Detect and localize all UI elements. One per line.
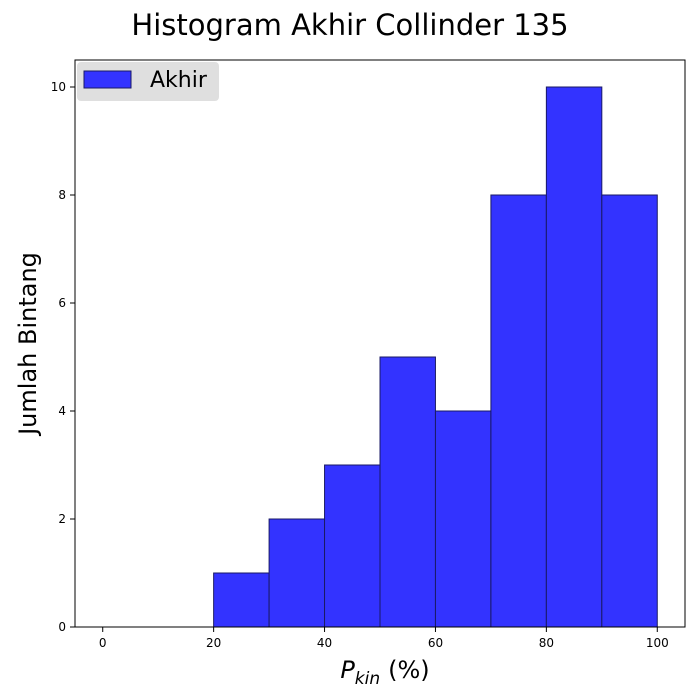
x-axis-label: Pkin (%) <box>340 656 429 689</box>
legend: Akhir <box>77 62 219 101</box>
y-tick-label: 4 <box>58 404 66 418</box>
x-axis-label-main: P <box>340 656 355 684</box>
histogram-bar-80-90 <box>545 86 603 628</box>
x-tick-label: 0 <box>99 636 107 650</box>
y-tick-label: 6 <box>58 296 66 310</box>
x-tick-label: 80 <box>539 636 554 650</box>
legend-label-akhir: Akhir <box>150 68 208 93</box>
chart-title: Histogram Akhir Collinder 135 <box>131 8 569 42</box>
histogram-bar-30-40 <box>268 518 326 628</box>
histogram-bar-40-50 <box>324 464 381 628</box>
x-axis-label-subscript: kin <box>355 669 380 689</box>
histogram-bar-20-30 <box>213 572 270 628</box>
x-axis: 0 20 40 60 80 100 <box>99 627 669 650</box>
y-axis-label: Jumlah Bintang <box>14 252 42 437</box>
plot-area-frame <box>74 59 686 628</box>
bars-group <box>213 86 658 628</box>
y-tick-label: 2 <box>58 512 66 526</box>
x-tick-label: 60 <box>428 636 443 650</box>
histogram-bar-60-70 <box>434 410 492 628</box>
y-tick-label: 10 <box>51 80 66 94</box>
x-tick-label: 100 <box>646 636 669 650</box>
y-tick-label: 8 <box>58 188 66 202</box>
x-axis-label-unit: (%) <box>388 656 430 684</box>
x-tick-label: 40 <box>317 636 332 650</box>
y-axis: 0 2 4 6 8 10 <box>51 80 75 634</box>
histogram-bar-70-80 <box>490 194 547 628</box>
x-tick-label: 20 <box>206 636 221 650</box>
histogram-bar-50-60 <box>379 356 436 628</box>
y-tick-label: 0 <box>58 620 66 634</box>
histogram-bar-90-100 <box>601 194 658 628</box>
legend-swatch-akhir <box>83 70 132 89</box>
